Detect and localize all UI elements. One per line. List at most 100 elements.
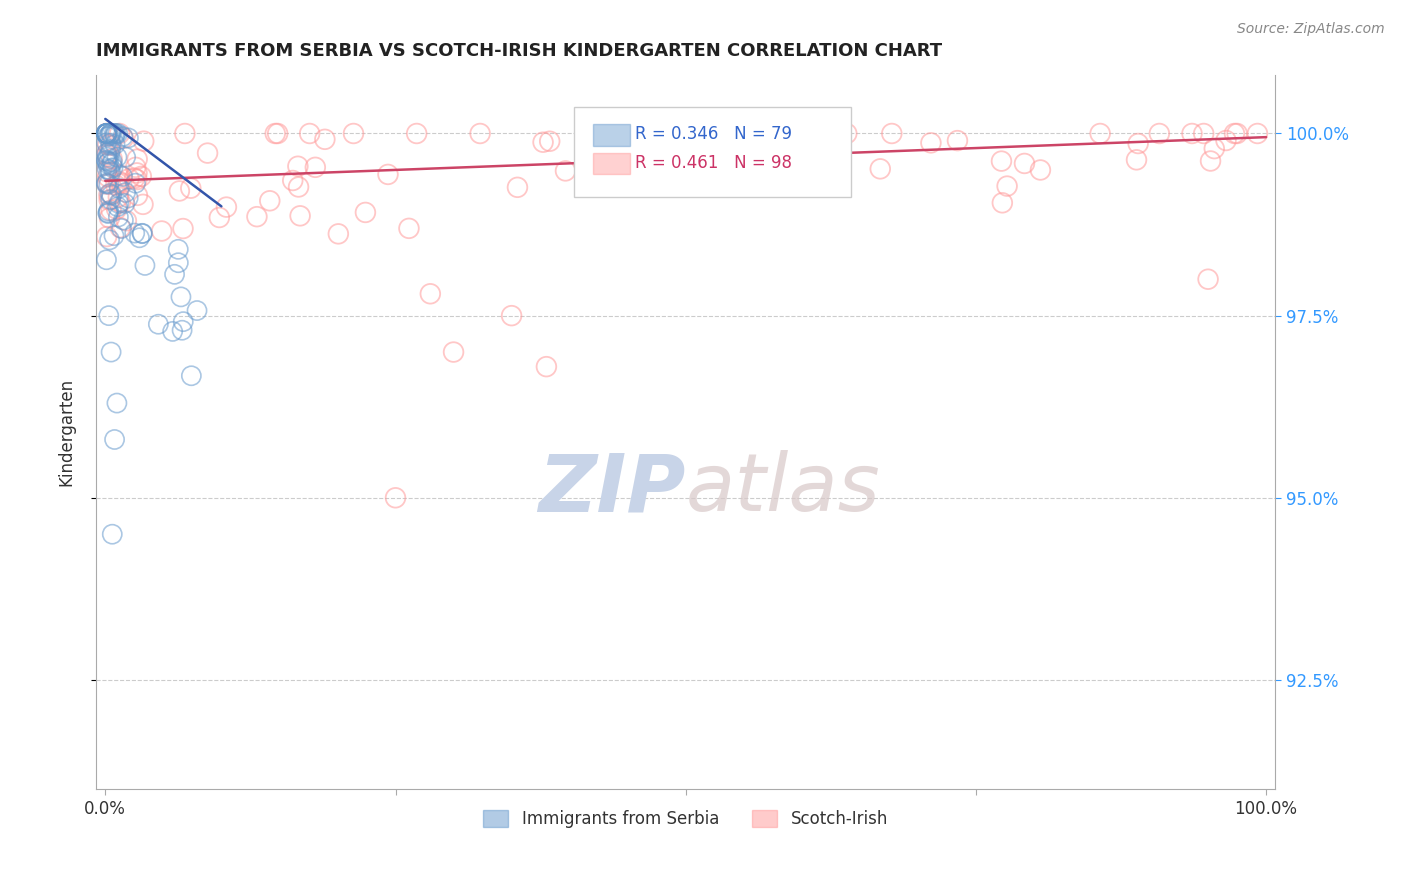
Point <box>104 178 127 193</box>
Point <box>97 204 120 219</box>
Point <box>946 134 969 148</box>
Point <box>995 179 1018 194</box>
Point <box>531 135 554 149</box>
Point <box>107 127 129 141</box>
Point <box>96 153 118 167</box>
Point <box>173 127 195 141</box>
Point <box>813 127 835 141</box>
Point <box>114 150 136 164</box>
Point <box>1204 142 1226 156</box>
Point <box>112 131 135 145</box>
Legend: Immigrants from Serbia, Scotch-Irish: Immigrants from Serbia, Scotch-Irish <box>477 803 894 834</box>
Point <box>96 146 118 161</box>
Point <box>100 136 122 151</box>
Point <box>96 147 118 161</box>
Point <box>96 177 118 191</box>
Y-axis label: Kindergarten: Kindergarten <box>58 378 75 486</box>
Point <box>96 127 118 141</box>
Point <box>117 191 139 205</box>
Point <box>96 127 118 141</box>
Point <box>1125 153 1147 167</box>
Point <box>132 197 155 211</box>
Point <box>98 147 121 161</box>
Point <box>125 172 148 186</box>
Point <box>354 205 377 219</box>
Point <box>98 193 121 207</box>
Point <box>246 210 269 224</box>
Point <box>132 134 155 148</box>
Point <box>100 165 122 179</box>
Point <box>288 209 311 223</box>
Point <box>134 259 156 273</box>
Point <box>150 224 173 238</box>
Point <box>991 195 1014 210</box>
Point <box>131 227 153 241</box>
Point <box>554 164 576 178</box>
Point <box>1197 272 1219 286</box>
Point <box>105 150 128 164</box>
Point <box>148 317 170 331</box>
Point <box>101 527 124 541</box>
Point <box>287 180 309 194</box>
Point <box>96 127 118 141</box>
Point <box>105 396 128 410</box>
Point <box>180 368 202 383</box>
Point <box>114 196 136 211</box>
Point <box>215 200 238 214</box>
Point <box>443 345 465 359</box>
Point <box>97 188 120 202</box>
Point <box>100 203 122 218</box>
Point <box>104 127 127 141</box>
Point <box>101 152 124 166</box>
Point <box>131 169 153 184</box>
Point <box>720 157 742 171</box>
Point <box>169 184 191 198</box>
Point <box>112 213 135 227</box>
Point <box>108 175 131 189</box>
Point <box>100 157 122 171</box>
Point <box>100 188 122 202</box>
Point <box>342 127 364 141</box>
Point <box>117 131 139 145</box>
Point <box>506 180 529 194</box>
Point <box>97 309 120 323</box>
Point <box>105 202 128 216</box>
Point <box>96 127 118 141</box>
Point <box>107 177 129 191</box>
Point <box>101 155 124 169</box>
Point <box>96 127 118 141</box>
Point <box>110 195 132 210</box>
Point <box>167 256 190 270</box>
Point <box>111 129 134 144</box>
FancyBboxPatch shape <box>592 153 630 175</box>
Point <box>107 190 129 204</box>
Point <box>103 228 125 243</box>
Point <box>1126 136 1149 151</box>
FancyBboxPatch shape <box>574 107 851 196</box>
Point <box>101 161 124 175</box>
Point <box>100 138 122 153</box>
Point <box>110 221 132 235</box>
Point <box>1014 156 1036 170</box>
Text: atlas: atlas <box>686 450 880 528</box>
Point <box>108 127 131 141</box>
Point <box>880 127 903 141</box>
Point <box>172 315 194 329</box>
Text: R = 0.461   N = 98: R = 0.461 N = 98 <box>636 154 792 172</box>
Point <box>1088 127 1111 141</box>
Point <box>835 127 858 141</box>
Point <box>104 128 127 143</box>
Point <box>304 161 326 175</box>
Point <box>314 132 336 146</box>
Point <box>110 220 132 235</box>
Point <box>384 491 406 505</box>
Point <box>107 210 129 224</box>
Point <box>101 127 124 141</box>
Point <box>96 127 118 141</box>
Point <box>103 433 125 447</box>
Point <box>100 143 122 157</box>
Point <box>127 152 149 166</box>
Point <box>111 169 134 184</box>
Point <box>98 128 121 143</box>
Point <box>96 156 118 170</box>
